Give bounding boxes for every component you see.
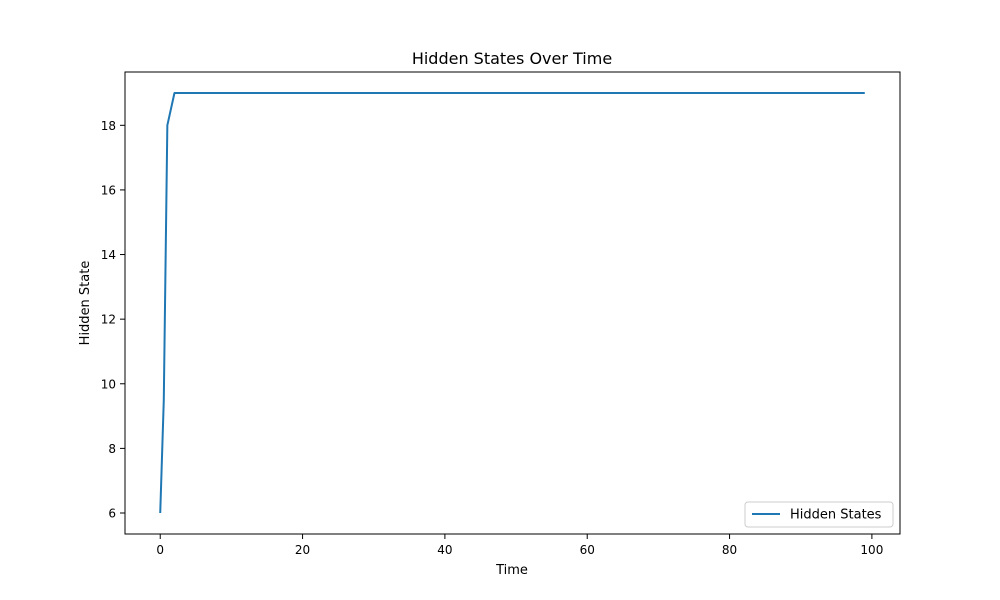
- x-tick-label: 80: [722, 543, 737, 557]
- y-axis-ticks: 6 8 10 12 14 16 18: [101, 119, 125, 521]
- x-tick-label: 20: [295, 543, 310, 557]
- plot-frame: [124, 71, 901, 535]
- chart-title: Hidden States Over Time: [412, 49, 612, 68]
- y-tick-label: 16: [101, 183, 116, 197]
- x-tick-label: 0: [156, 543, 164, 557]
- plot-area: 0 20 40 60 80 100 6 8 10 12 14 16 18: [101, 71, 901, 557]
- x-axis-ticks: 0 20 40 60 80 100: [156, 534, 883, 557]
- y-tick-label: 6: [108, 507, 116, 521]
- x-axis-label: Time: [495, 563, 528, 578]
- legend-box: [744, 501, 894, 528]
- y-tick-label: 18: [101, 119, 116, 133]
- y-tick-label: 12: [101, 313, 116, 327]
- series-layer: [159, 92, 865, 514]
- x-tick-label: 60: [580, 543, 595, 557]
- y-tick-label: 14: [101, 248, 116, 262]
- series-line-hidden-states: [159, 92, 865, 514]
- y-tick-label: 8: [108, 442, 116, 456]
- legend: Hidden States: [744, 501, 894, 528]
- x-tick-label: 40: [437, 543, 452, 557]
- x-tick-label: 100: [860, 543, 883, 557]
- y-axis-label: Hidden State: [78, 261, 93, 346]
- y-tick-label: 10: [101, 377, 116, 391]
- legend-entry-label: Hidden States: [790, 508, 882, 523]
